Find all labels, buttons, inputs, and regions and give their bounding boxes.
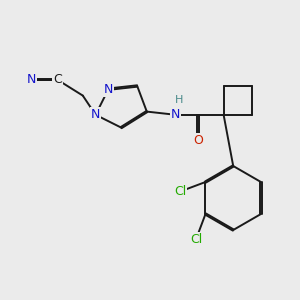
Text: N: N — [27, 73, 36, 86]
Text: N: N — [104, 83, 113, 96]
Text: N: N — [171, 108, 180, 121]
Text: H: H — [175, 95, 183, 105]
Text: N: N — [91, 108, 100, 121]
Text: C: C — [53, 73, 62, 86]
Text: O: O — [193, 134, 203, 147]
Text: Cl: Cl — [174, 185, 186, 198]
Text: Cl: Cl — [190, 233, 202, 246]
